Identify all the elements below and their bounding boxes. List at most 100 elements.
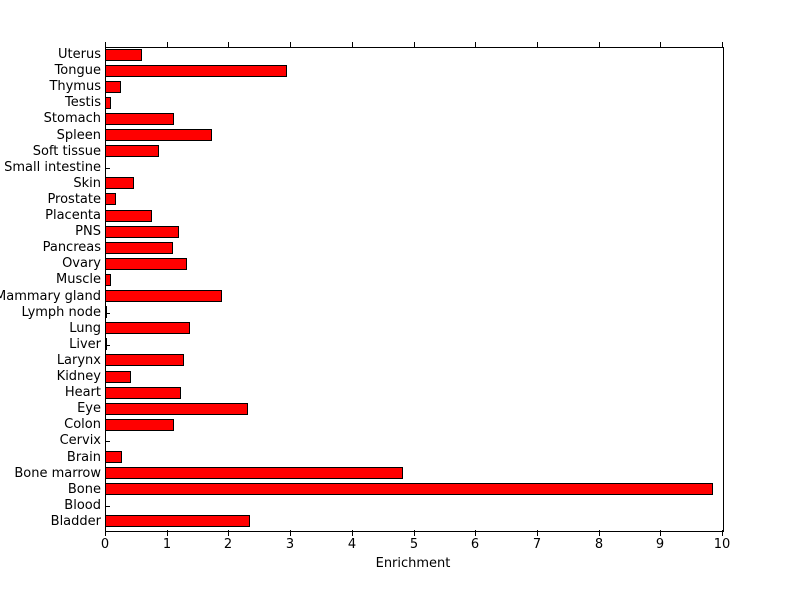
x-tick-label: 6: [470, 537, 480, 552]
x-axis-title: Enrichment: [375, 556, 451, 571]
y-label-soft-tissue: Soft tissue: [32, 143, 101, 159]
bar-row: [105, 305, 722, 321]
y-label-uterus: Uterus: [58, 47, 101, 63]
x-tick-label: 7: [532, 537, 542, 552]
y-label-bone-marrow: Bone marrow: [14, 465, 101, 481]
bar-bone-marrow: [105, 467, 403, 480]
bar-testis: [105, 96, 111, 109]
bar-tongue: [105, 64, 287, 77]
y-label-kidney: Kidney: [56, 369, 101, 385]
x-tick-label: 10: [713, 537, 731, 552]
x-tick-label: 8: [594, 537, 604, 552]
y-label-liver: Liver: [69, 336, 101, 352]
x-tick: [167, 530, 168, 536]
bar-row: [105, 321, 722, 337]
bar-row: [105, 192, 722, 208]
x-tick: [105, 530, 106, 536]
y-label-colon: Colon: [64, 417, 101, 433]
bar-heart: [105, 386, 181, 399]
bar-row: [105, 272, 722, 288]
bar-row: [105, 466, 722, 482]
y-tick: [105, 345, 110, 346]
x-tick-top: [599, 42, 600, 48]
x-tick-label: 9: [655, 537, 665, 552]
y-label-small-intestine: Small intestine: [4, 159, 101, 175]
bar-bone: [105, 483, 713, 496]
bar-row: [105, 353, 722, 369]
y-label-thymus: Thymus: [49, 79, 101, 95]
bar-kidney: [105, 370, 131, 383]
x-tick: [228, 530, 229, 536]
bar-row: [105, 79, 722, 95]
y-label-ovary: Ovary: [62, 256, 101, 272]
bar-row: [105, 160, 722, 176]
bar-row: [105, 450, 722, 466]
bar-uterus: [105, 48, 143, 61]
bar-liver: [105, 338, 107, 351]
x-tick-label: 4: [347, 537, 357, 552]
y-label-muscle: Muscle: [56, 272, 101, 288]
bar-row: [105, 111, 722, 127]
bar-skin: [105, 177, 134, 190]
x-tick-top: [105, 42, 106, 48]
bar-mammary-gland: [105, 290, 223, 303]
x-tick-label: 2: [223, 537, 233, 552]
x-tick-top: [414, 42, 415, 48]
x-tick: [414, 530, 415, 536]
x-tick-top: [537, 42, 538, 48]
plot-area: [105, 47, 724, 532]
bar-row: [105, 144, 722, 160]
x-tick: [722, 530, 723, 536]
y-label-prostate: Prostate: [47, 191, 101, 207]
y-label-larynx: Larynx: [56, 352, 101, 368]
x-tick-label: 1: [162, 537, 172, 552]
bar-row: [105, 176, 722, 192]
bar-row: [105, 256, 722, 272]
bar-muscle: [105, 273, 111, 286]
bar-row: [105, 208, 722, 224]
x-tick: [660, 530, 661, 536]
y-label-testis: Testis: [65, 95, 101, 111]
y-axis-category-labels: Uterus Tongue Thymus Testis Stomach Spleen Sof…: [0, 47, 101, 530]
bar-eye: [105, 402, 249, 415]
x-tick: [537, 530, 538, 536]
bar-row: [105, 95, 722, 111]
bar-brain: [105, 451, 122, 464]
x-tick: [290, 530, 291, 536]
bar-row: [105, 514, 722, 530]
x-tick: [352, 530, 353, 536]
bar-row: [105, 224, 722, 240]
y-label-lung: Lung: [69, 320, 101, 336]
bar-soft-tissue: [105, 145, 159, 158]
x-tick-top: [167, 42, 168, 48]
y-label-placenta: Placenta: [45, 208, 101, 224]
bar-thymus: [105, 80, 122, 93]
y-label-eye: Eye: [77, 401, 101, 417]
bar-prostate: [105, 193, 117, 206]
y-label-pancreas: Pancreas: [42, 240, 101, 256]
y-tick: [105, 313, 110, 314]
x-tick-top: [290, 42, 291, 48]
bar-row: [105, 417, 722, 433]
y-label-spleen: Spleen: [56, 127, 101, 143]
bar-row: [105, 482, 722, 498]
y-label-stomach: Stomach: [43, 111, 101, 127]
x-tick: [599, 530, 600, 536]
x-tick: [475, 530, 476, 536]
y-tick: [105, 441, 110, 442]
bar-lung: [105, 322, 191, 335]
bar-placenta: [105, 209, 152, 222]
x-tick-top: [352, 42, 353, 48]
bar-row: [105, 369, 722, 385]
y-label-mammary-gland: Mammary gland: [0, 288, 101, 304]
y-label-bone: Bone: [67, 481, 101, 497]
bar-row: [105, 498, 722, 514]
bar-row: [105, 337, 722, 353]
bar-pns: [105, 225, 180, 238]
bar-row: [105, 240, 722, 256]
bar-row: [105, 63, 722, 79]
y-label-tongue: Tongue: [54, 63, 101, 79]
y-label-lymph-node: Lymph node: [21, 304, 101, 320]
bar-row: [105, 433, 722, 449]
bar-spleen: [105, 129, 212, 142]
